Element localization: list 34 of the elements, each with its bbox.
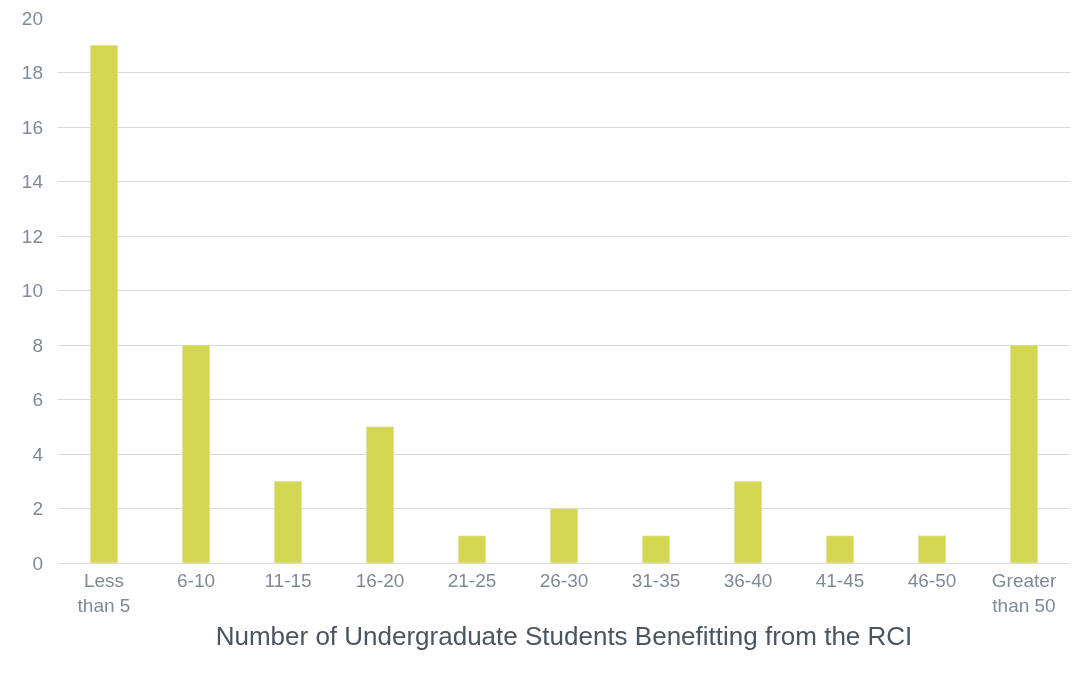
- y-tick-label: 6: [32, 389, 43, 411]
- x-tick-label: 31-35: [631, 569, 681, 591]
- x-tick-label: Less than 5: [77, 569, 131, 616]
- y-tick-label: 2: [32, 498, 43, 520]
- y-tick-label: 0: [32, 552, 43, 574]
- y-tick-label: 12: [21, 225, 43, 247]
- y-tick-label: 18: [21, 62, 43, 84]
- x-axis-title: Number of Undergraduate Students Benefitting from the RCI: [215, 621, 913, 652]
- bar: [549, 508, 579, 563]
- y-tick-label: 14: [21, 171, 44, 193]
- x-tick-label: 21-25: [447, 569, 497, 591]
- y-tick-label: 20: [21, 7, 43, 29]
- x-tick-label: 46-50: [907, 569, 957, 591]
- bar: [825, 535, 855, 563]
- x-tick-label: 11-15: [264, 569, 312, 591]
- bar: [917, 535, 947, 563]
- bar: [181, 344, 211, 563]
- x-tick-label: Greater than 50: [991, 569, 1057, 616]
- y-tick-label: 16: [21, 116, 43, 138]
- bar: [733, 481, 763, 563]
- bar: [89, 45, 119, 563]
- bar: [1009, 344, 1039, 563]
- x-tick-label: 36-40: [723, 569, 773, 591]
- x-tick-label: 6-10: [176, 569, 216, 591]
- y-tick-label: 10: [21, 280, 43, 302]
- bar: [273, 481, 303, 563]
- x-tick-label: 16-20: [355, 569, 405, 591]
- bar: [365, 426, 395, 563]
- y-tick-label: 4: [32, 443, 44, 465]
- bar: [457, 535, 487, 563]
- bar: [641, 535, 671, 563]
- x-tick-label: 26-30: [539, 569, 589, 591]
- x-tick-label: 41-45: [815, 569, 865, 591]
- y-tick-label: 8: [32, 334, 43, 356]
